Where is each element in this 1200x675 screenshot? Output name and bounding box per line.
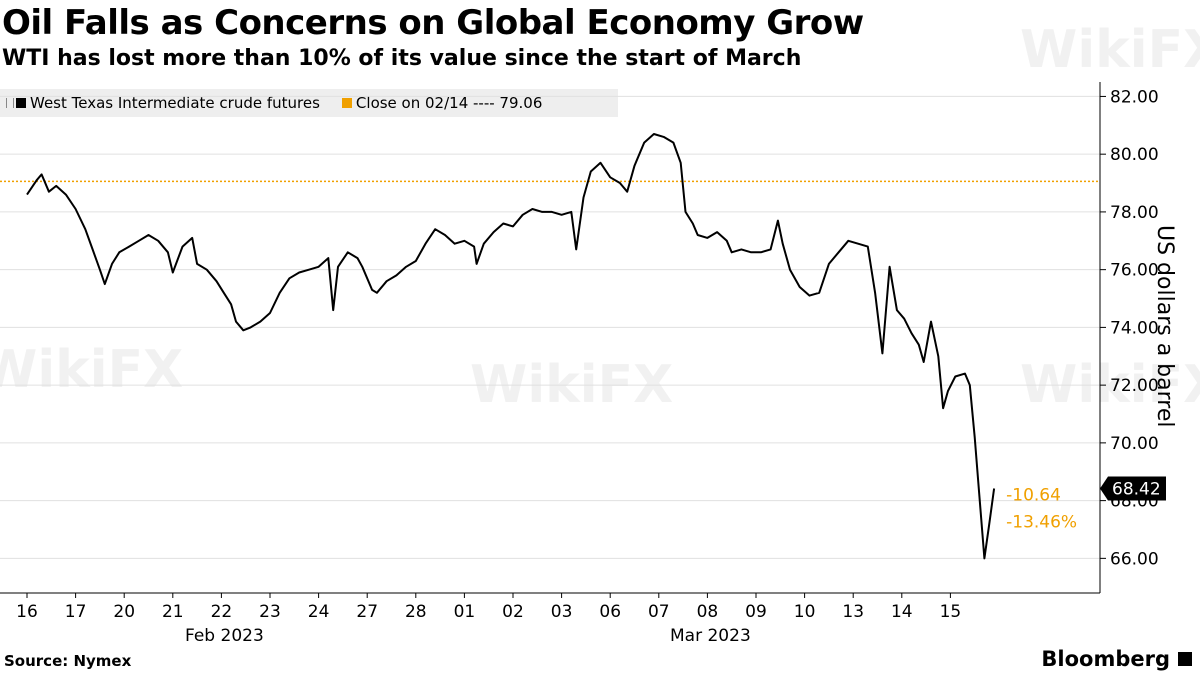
legend-toggle-icon: [6, 98, 14, 108]
x-tick-label: 14: [891, 602, 913, 622]
legend-item-series: West Texas Intermediate crude futures: [6, 94, 320, 112]
x-tick-label: 27: [356, 602, 378, 622]
watermark: WikiFX: [1020, 20, 1200, 80]
x-tick-label: 01: [454, 602, 476, 622]
y-tick-label: 82.00: [1110, 87, 1159, 107]
legend: West Texas Intermediate crude futures Cl…: [0, 89, 618, 117]
x-tick-label: 22: [211, 602, 233, 622]
legend-swatch-series: [16, 98, 26, 108]
last-value-label: 68.42: [1112, 479, 1161, 499]
bloomberg-terminal-icon: [1178, 652, 1192, 666]
x-tick-label: 16: [16, 602, 38, 622]
x-tick-label: 03: [551, 602, 573, 622]
y-tick-label: 76.00: [1110, 261, 1159, 281]
legend-label-reference: Close on 02/14 ---- 79.06: [355, 94, 543, 112]
change-annotation: -13.46%: [1006, 512, 1077, 532]
x-tick-label: 07: [648, 602, 670, 622]
y-tick-label: 74.00: [1110, 318, 1159, 338]
x-month-label: Feb 2023: [185, 626, 264, 646]
brand-logo: Bloomberg: [1041, 647, 1192, 671]
legend-swatch-reference: [341, 98, 352, 108]
y-tick-label: 78.00: [1110, 203, 1159, 223]
legend-item-reference: Close on 02/14 ---- 79.06: [341, 94, 543, 112]
y-axis-label: US dollars a barrel: [1152, 225, 1177, 428]
y-tick-label: 72.00: [1110, 376, 1159, 396]
y-tick-label: 66.00: [1110, 549, 1159, 569]
x-tick-label: 15: [940, 602, 962, 622]
brand-name: Bloomberg: [1041, 647, 1170, 671]
x-tick-label: 02: [502, 602, 524, 622]
last-value-badge: [1100, 476, 1166, 501]
watermark: WikiFX: [0, 340, 184, 400]
x-tick-label: 24: [308, 602, 330, 622]
x-tick-label: 28: [405, 602, 427, 622]
x-month-label: Mar 2023: [670, 626, 751, 646]
x-tick-label: 13: [842, 602, 864, 622]
y-tick-label: 70.00: [1110, 434, 1159, 454]
chart-subtitle: WTI has lost more than 10% of its value …: [2, 46, 802, 71]
x-tick-label: 17: [65, 602, 87, 622]
x-tick-label: 10: [794, 602, 816, 622]
change-annotation: -10.64: [1006, 485, 1061, 505]
source-note: Source: Nymex: [4, 652, 132, 670]
legend-label-series: West Texas Intermediate crude futures: [30, 94, 320, 112]
x-tick-label: 08: [697, 602, 719, 622]
chart-title: Oil Falls as Concerns on Global Economy …: [2, 3, 864, 43]
x-tick-label: 21: [162, 602, 184, 622]
x-tick-label: 20: [113, 602, 135, 622]
series-line: [26, 133, 996, 560]
x-tick-label: 06: [599, 602, 621, 622]
x-tick-label: 09: [745, 602, 767, 622]
y-tick-label: 80.00: [1110, 145, 1159, 165]
x-tick-label: 23: [259, 602, 281, 622]
